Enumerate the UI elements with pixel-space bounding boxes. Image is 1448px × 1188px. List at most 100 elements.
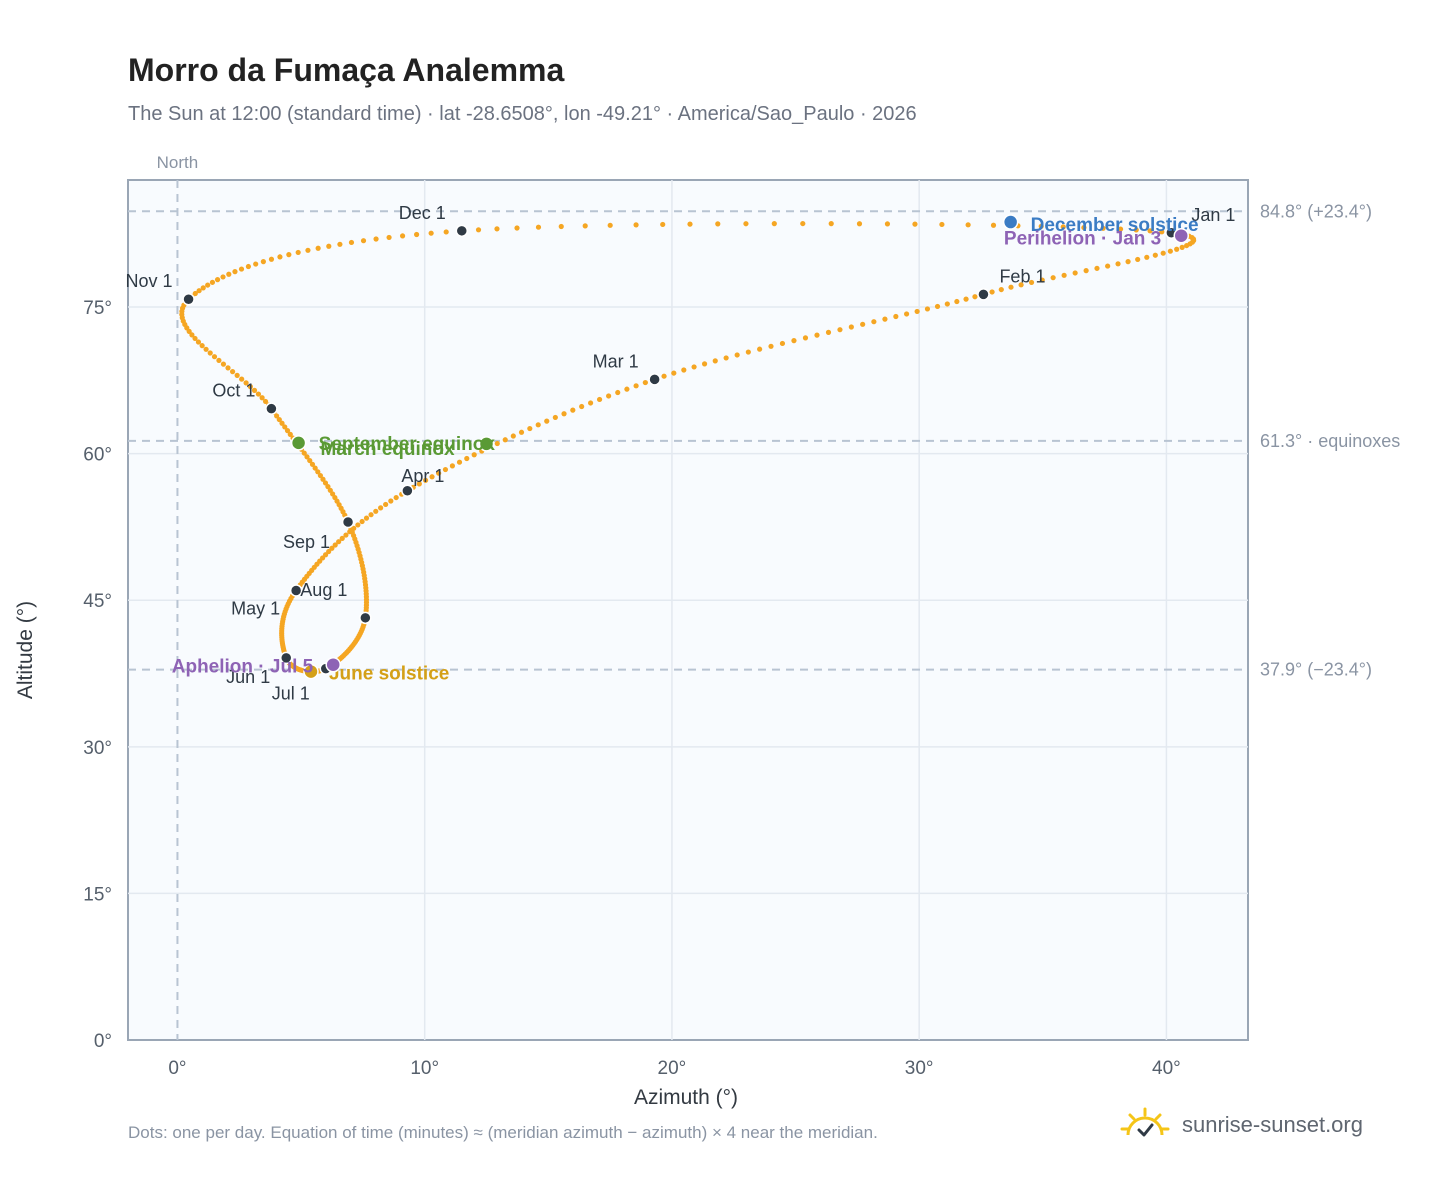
daily-sun-dot [1115,261,1121,267]
month-marker-label: Dec 1 [399,203,446,223]
brand-name: sunrise-sunset.org [1182,1112,1363,1137]
event-marker-dot [290,435,307,451]
daily-sun-dot [336,539,342,545]
daily-sun-dot [814,332,820,338]
daily-sun-dot [552,414,558,421]
month-marker-label: Apr 1 [401,466,444,486]
daily-sun-dot [1100,225,1106,231]
daily-sun-dot [1159,229,1165,235]
daily-sun-dot [416,481,422,487]
daily-sun-dot [734,352,740,358]
daily-sun-dot [884,221,891,227]
month-marker-label: Aug 1 [300,580,347,600]
daily-sun-dot [436,470,442,476]
daily-sun-dot [723,355,729,361]
y-tick-label: 15° [83,884,112,905]
daily-sun-dot [1081,224,1087,231]
daily-sun-dot [1144,254,1150,260]
daily-sun-dot [443,229,449,235]
daily-sun-dot [1083,268,1089,274]
north-label: North [157,153,199,172]
daily-sun-dot [332,542,338,548]
month-marker-dot [265,402,278,415]
daily-sun-dot [268,256,275,262]
daily-sun-dot [893,313,899,320]
daily-sun-dot [691,364,697,370]
daily-sun-dot [642,379,648,386]
daily-sun-dot [596,396,603,403]
daily-sun-dot [606,393,612,399]
daily-sun-dot [802,335,809,341]
daily-sun-dot [582,223,588,229]
daily-sun-dot [399,233,406,239]
month-marker-dot [359,611,372,625]
daily-sun-dot [203,346,209,352]
month-marker-dot [977,288,990,301]
month-marker-label: Jun 1 [226,667,270,687]
event-marker-label: September equinox [319,434,496,455]
daily-sun-dot [388,498,394,504]
daily-sun-dot [359,518,365,525]
month-marker-dot [648,373,661,386]
brand-logo[interactable]: sunrise-sunset.org [1120,1100,1363,1150]
daily-sun-dot [502,437,508,443]
daily-sun-dot [1152,252,1158,258]
daily-sun-dot [607,222,613,228]
month-marker-dot [289,584,303,597]
daily-sun-dot [903,311,910,317]
daily-sun-dot [220,274,226,280]
daily-sun-dot [882,316,888,322]
month-marker-dot [401,484,414,498]
daily-sun-dot [871,319,877,325]
daily-sun-dot [757,346,763,352]
daily-sun-dot [373,236,379,242]
daily-sun-dot [828,221,834,227]
daily-sun-dot [378,505,384,511]
daily-sun-dot [856,221,863,227]
daily-sun-dot [325,484,331,490]
daily-sun-dot [449,463,455,469]
daily-sun-dot [912,221,918,227]
daily-sun-dot [791,338,797,344]
daily-sun-dot [1028,279,1035,286]
daily-sun-dot [768,343,774,349]
daily-sun-dot [192,290,198,297]
daily-sun-dot [260,259,266,265]
daily-sun-dot [307,457,313,464]
month-marker-dot [455,224,469,238]
daily-sun-dot [209,279,216,285]
daily-sun-dot [1147,228,1153,234]
plot-area [127,179,1249,1041]
month-marker-label: Sep 1 [283,532,330,552]
daily-sun-dot [944,301,950,307]
daily-sun-dot [225,365,231,371]
daily-sun-dot [939,221,945,228]
daily-sun-dot [189,332,195,338]
x-tick-label: 40° [1152,1058,1181,1079]
daily-sun-dot [363,515,370,521]
daily-sun-dot [414,231,420,238]
daily-sun-dot [633,383,639,389]
daily-sun-dot [972,294,978,300]
chart-subtitle: The Sun at 12:00 (standard time) · lat -… [128,103,917,125]
daily-sun-dot [287,431,293,437]
daily-sun-dot [216,357,222,364]
daily-sun-dot [229,369,236,375]
daily-sun-dot [429,474,435,480]
daily-sun-dot [1039,277,1045,283]
daily-sun-dot [286,252,292,258]
daily-sun-dot [671,370,677,376]
daily-sun-dot [348,239,355,246]
daily-sun-dot [234,372,240,378]
daily-sun-dot [255,391,262,397]
event-marker-dot [325,656,341,673]
daily-sun-dot [464,455,470,462]
daily-sun-dot [837,327,843,333]
daily-sun-dot [329,545,335,551]
daily-sun-dot [1061,272,1067,278]
daily-sun-dot [661,373,667,379]
daily-sun-dot [1160,250,1166,256]
daily-sun-dot [475,227,482,233]
daily-sun-dot [373,508,379,514]
